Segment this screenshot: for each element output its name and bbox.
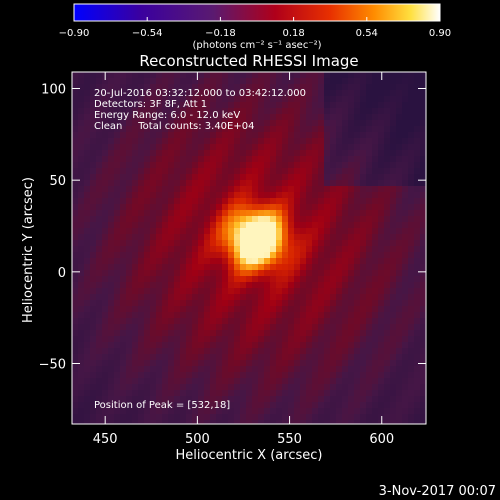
colorbar-gradient [73, 3, 441, 22]
x-axis-label: Heliocentric X (arcsec) [176, 448, 323, 463]
y-axis-label: Heliocentric Y (arcsec) [21, 177, 36, 323]
y-tick-label: 0 [58, 266, 66, 281]
y-tick-label: 50 [49, 174, 66, 189]
annotation-time-range: 20-Jul-2016 03:32:12.000 to 03:42:12.000 [94, 88, 306, 99]
x-tick-label: 450 [93, 432, 118, 447]
heatmap-image [72, 72, 426, 424]
colorbar-tick-label: 0.18 [282, 28, 304, 39]
x-tick-label: 550 [277, 432, 302, 447]
annotation-energy-range: Energy Range: 6.0 - 12.0 keV [94, 110, 240, 121]
chart-title: Reconstructed RHESSI Image [139, 52, 358, 70]
footer-date: 3-Nov-2017 00:07 [379, 484, 496, 499]
y-tick-label: −50 [39, 358, 66, 373]
colorbar-units: (photons cm⁻² s⁻¹ asec⁻²) [192, 40, 321, 51]
colorbar-ticks: −0.90 −0.54 −0.18 0.18 0.54 0.90 [59, 17, 451, 39]
annotation-detectors: Detectors: 3F 8F, Att 1 [94, 99, 207, 110]
y-tick-label: 100 [41, 83, 66, 98]
annotation-total-counts: Clean Total counts: 3.40E+04 [94, 121, 254, 132]
x-tick-label: 600 [369, 432, 394, 447]
colorbar-tick-label: −0.54 [132, 28, 163, 39]
colorbar-tick-label: −0.18 [205, 28, 236, 39]
colorbar-tick-label: −0.90 [59, 28, 90, 39]
colorbar-tick-label: 0.90 [429, 28, 451, 39]
colorbar-tick-label: 0.54 [356, 28, 378, 39]
plot-frame [71, 71, 427, 425]
annotation-block: 20-Jul-2016 03:32:12.000 to 03:42:12.000… [94, 88, 306, 132]
colorbar: −0.90 −0.54 −0.18 0.18 0.54 0.90 (photons cm⁻… [59, 3, 451, 51]
peak-position-label: Position of Peak = [532,18] [94, 400, 230, 411]
axis-ticks: 450 500 550 600 −50 0 50 100 [39, 72, 426, 447]
x-tick-label: 500 [185, 432, 210, 447]
